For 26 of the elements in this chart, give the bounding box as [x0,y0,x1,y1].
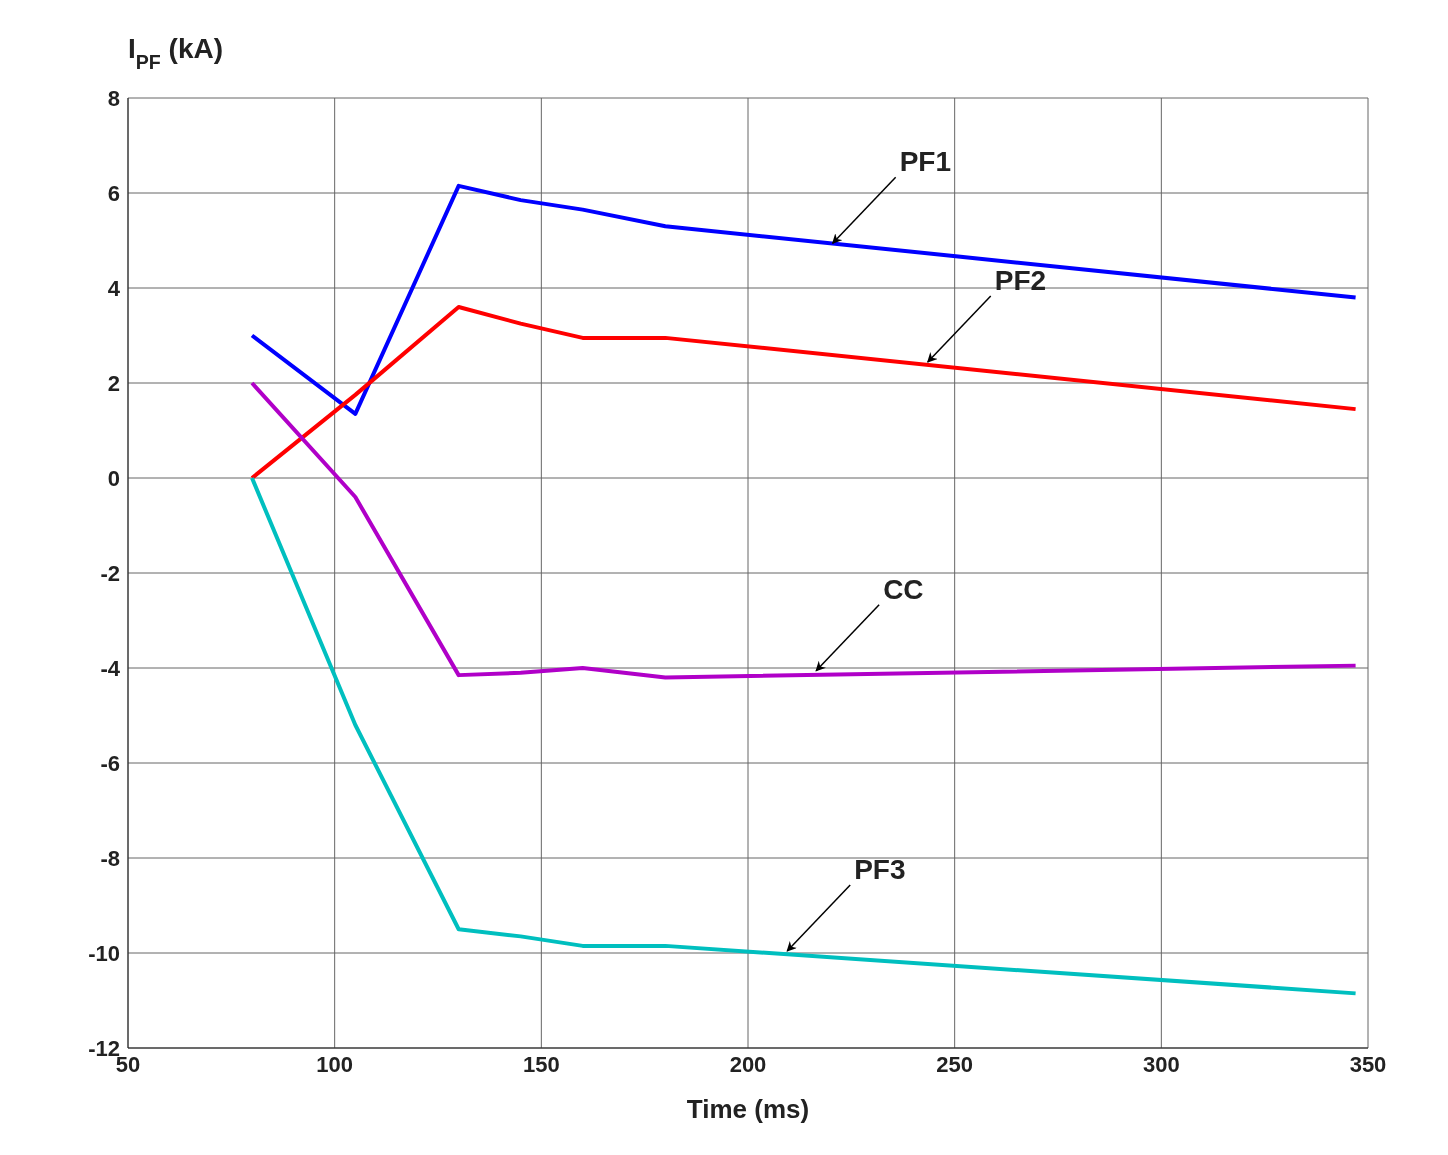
line-series [250,381,1358,680]
y-tick-label: -10 [88,940,120,966]
x-tick-label: 300 [1142,1051,1180,1077]
x-tick-label: 350 [1349,1051,1387,1077]
x-tick-label: 150 [522,1051,560,1077]
line-series [250,476,1358,996]
annotation: PF3 [854,854,906,885]
y-tick-label: 6 [107,180,120,206]
y-tick-label: -4 [100,655,121,681]
annotation: CC [883,573,924,605]
x-tick-label: 250 [936,1051,974,1077]
x-tick-label: 100 [316,1051,354,1077]
annotation: PF2 [994,265,1047,296]
y-tick-label: -2 [100,560,120,586]
y-tick-label: -6 [100,750,120,776]
x-tick-label: 200 [729,1051,767,1077]
y-tick-label: 8 [107,85,120,111]
y-tick-label: 0 [107,465,120,491]
line-series [250,183,1358,416]
y-tick-label: -8 [100,845,120,871]
y-axis-title: I$_{PF}$ (kA) [128,33,224,73]
y-tick-label: 4 [107,275,121,301]
x-axis-title: Time (ms) [686,1094,810,1124]
line-series [250,305,1358,480]
annotation: PF1 [899,146,952,178]
y-tick-label: 2 [107,370,120,396]
